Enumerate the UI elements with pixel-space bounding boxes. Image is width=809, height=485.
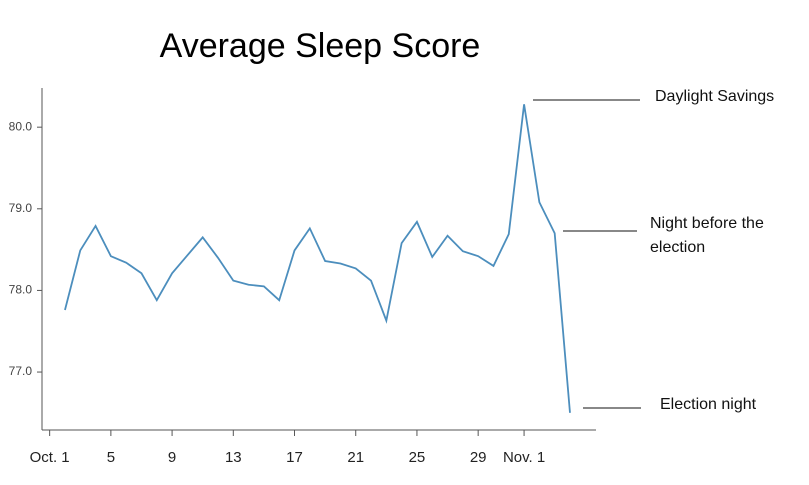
x-tick-label: 29	[470, 449, 487, 466]
x-tick-label: 25	[409, 449, 426, 466]
annotation-text: Election night	[660, 396, 757, 413]
annotation-text: Daylight Savings	[655, 88, 774, 105]
x-tick-label: Oct. 1	[30, 449, 70, 466]
annotation-text: election	[650, 239, 705, 256]
x-tick-label: 17	[286, 449, 303, 466]
data-line	[64, 104, 571, 413]
y-tick-label: 77.0	[9, 364, 33, 378]
x-tick-label: 9	[168, 449, 176, 466]
annotation-text: Night before the	[650, 215, 764, 232]
chart-title: Average Sleep Score	[160, 27, 481, 65]
x-tick-label: 13	[225, 449, 242, 466]
x-tick-label: 21	[347, 449, 364, 466]
x-tick-label: 5	[107, 449, 115, 466]
y-tick-label: 80.0	[9, 119, 33, 133]
y-tick-label: 78.0	[9, 283, 33, 297]
x-tick-label: Nov. 1	[503, 449, 545, 466]
y-tick-label: 79.0	[9, 201, 33, 215]
